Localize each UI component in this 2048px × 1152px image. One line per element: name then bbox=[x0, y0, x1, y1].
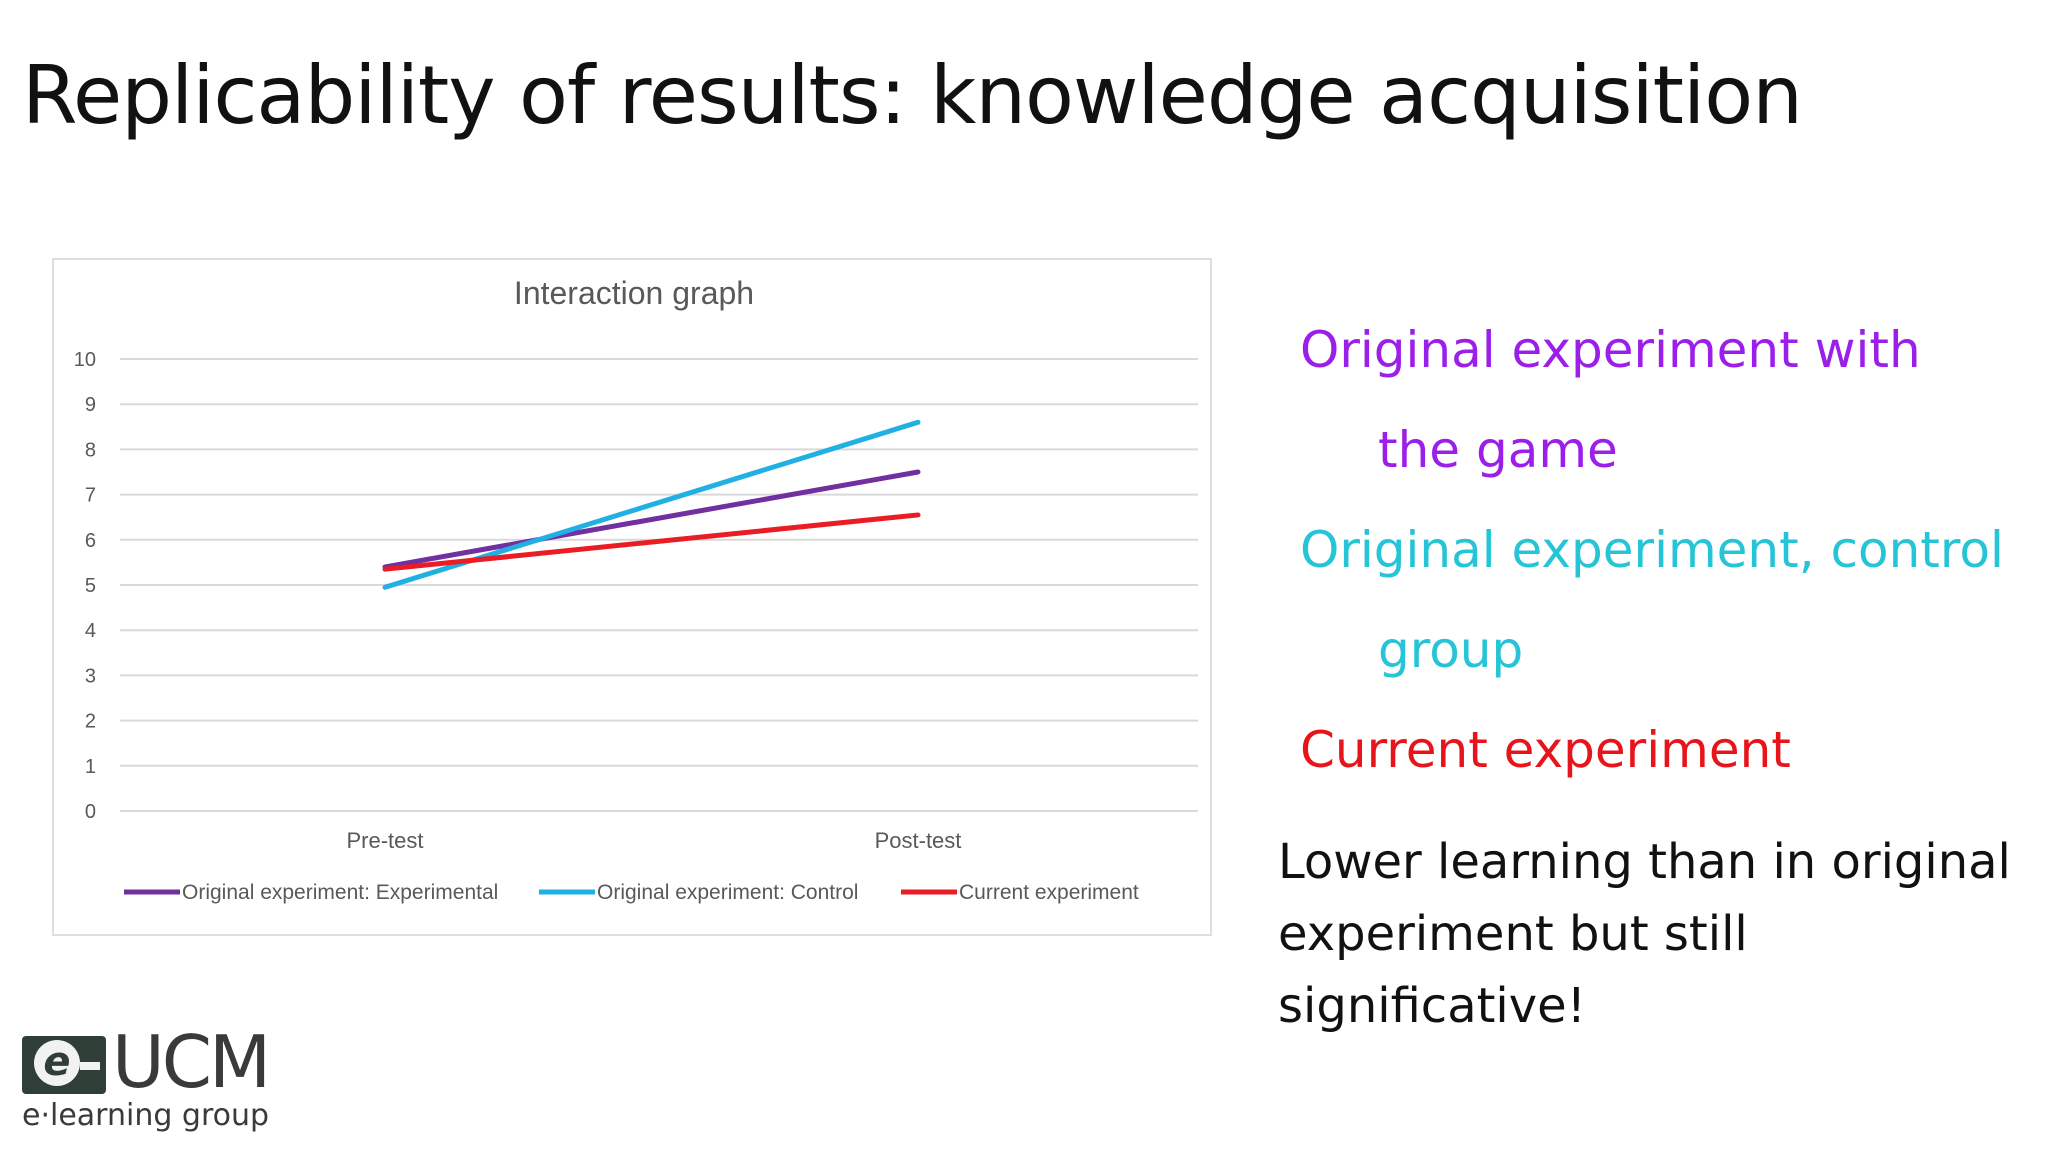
series-note-text: the game bbox=[1378, 421, 1618, 479]
series-note-text: Original experiment, control bbox=[1300, 521, 2004, 579]
series-note-line: Original experiment, control bbox=[1300, 500, 2020, 600]
y-tick-label: 0 bbox=[85, 801, 96, 823]
y-tick-label: 1 bbox=[85, 756, 96, 778]
chart-series bbox=[382, 419, 921, 590]
elearning-badge-icon: e bbox=[22, 1036, 106, 1094]
x-tick-label: Pre-test bbox=[346, 828, 423, 853]
logo-name: UCM bbox=[112, 1020, 271, 1104]
y-tick-label: 5 bbox=[85, 575, 96, 597]
series-note-text: Current experiment bbox=[1300, 721, 1791, 779]
y-axis-ticks: 0 1 2 3 4 5 6 7 8 9 10 bbox=[74, 349, 96, 823]
y-tick-label: 6 bbox=[85, 530, 96, 552]
series-note-text: group bbox=[1378, 621, 1524, 679]
y-tick-label: 3 bbox=[85, 665, 96, 687]
series-note-text: Original experiment with bbox=[1300, 321, 1921, 379]
ucm-elearning-logo: e UCM e·learning group bbox=[22, 1022, 282, 1138]
x-axis-ticks: Pre-test Post-test bbox=[346, 828, 961, 853]
series-note-line: the game bbox=[1300, 400, 2020, 500]
y-tick-label: 2 bbox=[85, 711, 96, 733]
legend-label: Original experiment: Control bbox=[597, 881, 858, 904]
badge-dash bbox=[80, 1062, 100, 1070]
logo-subtitle: e·learning group bbox=[22, 1098, 270, 1133]
series-line-3 bbox=[382, 512, 921, 572]
y-tick-label: 10 bbox=[74, 349, 96, 371]
x-tick-label: Post-test bbox=[875, 828, 962, 853]
chart-legend: Original experiment: Experimental Origina… bbox=[124, 881, 1139, 904]
badge-letter: e bbox=[34, 1040, 80, 1086]
legend-label: Original experiment: Experimental bbox=[182, 881, 498, 904]
chart-title: Interaction graph bbox=[514, 275, 754, 311]
slide-title: Replicability of results: knowledge acqu… bbox=[22, 49, 1803, 142]
series-note-line: Current experiment bbox=[1300, 700, 2020, 800]
chart-frame: Interaction graph 0 1 2 3 4 5 6 7 8 9 10 Pre-test P… bbox=[52, 258, 1212, 936]
series-notes: Original experiment with the game Original… bbox=[1300, 300, 2020, 800]
y-tick-label: 9 bbox=[85, 394, 96, 416]
conclusion-text: Lower learning than in original experime… bbox=[1278, 834, 2011, 1034]
y-tick-label: 8 bbox=[85, 439, 96, 461]
y-tick-label: 7 bbox=[85, 485, 96, 507]
series-note-line: group bbox=[1300, 600, 2020, 700]
series-note-line: Original experiment with bbox=[1300, 300, 2020, 400]
chart-gridlines bbox=[120, 358, 1198, 812]
legend-label: Current experiment bbox=[959, 881, 1139, 904]
y-tick-label: 4 bbox=[85, 620, 96, 642]
series-line-1 bbox=[382, 469, 921, 570]
